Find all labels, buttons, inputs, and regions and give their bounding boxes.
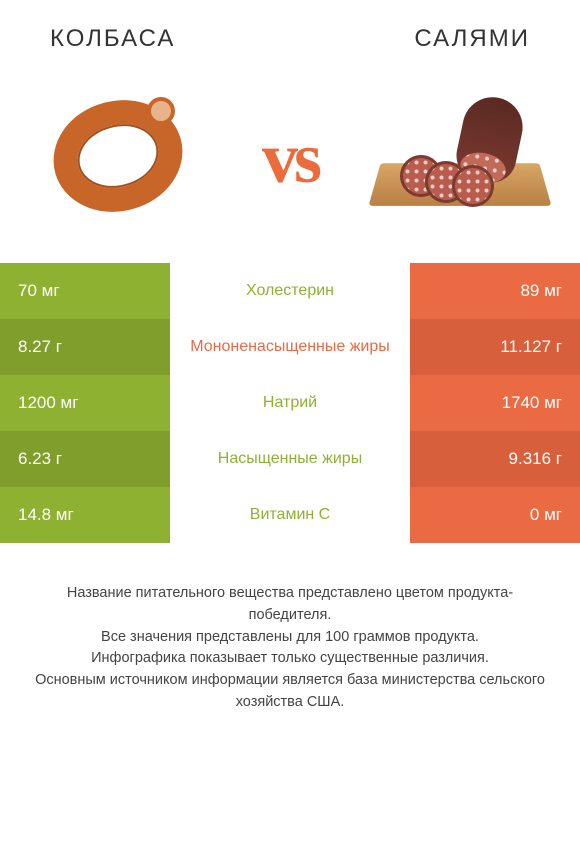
right-value: 11.127 г bbox=[410, 319, 580, 375]
table-row: 14.8 мгВитамин C0 мг bbox=[0, 487, 580, 543]
left-value: 8.27 г bbox=[0, 319, 170, 375]
right-value: 0 мг bbox=[410, 487, 580, 543]
salami-board-icon bbox=[370, 93, 550, 223]
nutrient-name: Натрий bbox=[170, 375, 410, 431]
nutrient-name: Холестерин bbox=[170, 263, 410, 319]
footer-line: Основным источником информации является … bbox=[30, 670, 550, 714]
right-value: 9.316 г bbox=[410, 431, 580, 487]
left-value: 1200 мг bbox=[0, 375, 170, 431]
left-product-title: КОЛБАСА bbox=[50, 25, 175, 53]
right-product-title: САЛЯМИ bbox=[414, 25, 530, 53]
right-value: 89 мг bbox=[410, 263, 580, 319]
left-value: 14.8 мг bbox=[0, 487, 170, 543]
nutrient-name: Мононенасыщенные жиры bbox=[170, 319, 410, 375]
table-row: 6.23 гНасыщенные жиры9.316 г bbox=[0, 431, 580, 487]
left-value: 6.23 г bbox=[0, 431, 170, 487]
comparison-table: 70 мгХолестерин89 мг8.27 гМононенасыщенн… bbox=[0, 263, 580, 543]
right-product-image bbox=[360, 78, 560, 238]
left-product-image bbox=[20, 78, 220, 238]
right-value: 1740 мг bbox=[410, 375, 580, 431]
hero-row: vs bbox=[0, 63, 580, 263]
vs-label: vs bbox=[262, 117, 318, 200]
footer-notes: Название питательного вещества представл… bbox=[0, 543, 580, 714]
table-row: 8.27 гМононенасыщенные жиры11.127 г bbox=[0, 319, 580, 375]
sausage-ring-icon bbox=[45, 93, 195, 223]
nutrient-name: Витамин C bbox=[170, 487, 410, 543]
header: КОЛБАСА САЛЯМИ bbox=[0, 0, 580, 63]
footer-line: Инфографика показывает только существенн… bbox=[30, 648, 550, 670]
table-row: 70 мгХолестерин89 мг bbox=[0, 263, 580, 319]
left-value: 70 мг bbox=[0, 263, 170, 319]
footer-line: Название питательного вещества представл… bbox=[30, 583, 550, 627]
table-row: 1200 мгНатрий1740 мг bbox=[0, 375, 580, 431]
footer-line: Все значения представлены для 100 граммо… bbox=[30, 627, 550, 649]
nutrient-name: Насыщенные жиры bbox=[170, 431, 410, 487]
